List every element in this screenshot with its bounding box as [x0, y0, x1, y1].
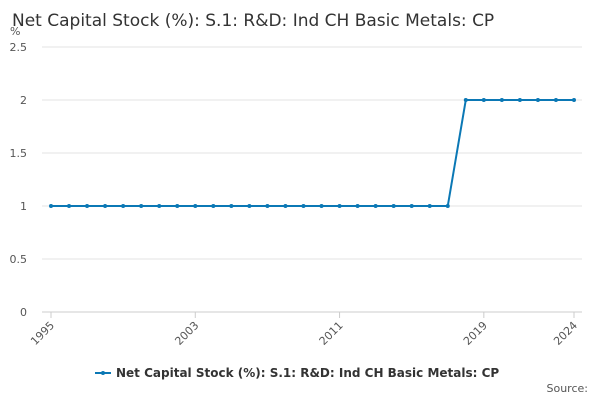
point	[265, 204, 270, 208]
chart-title: Net Capital Stock (%): S.1: R&D: Ind CH …	[12, 11, 494, 31]
point	[175, 204, 180, 208]
point	[427, 204, 432, 208]
legend-swatch-dot	[101, 371, 105, 375]
point	[67, 204, 72, 208]
point	[481, 98, 486, 102]
point	[463, 98, 468, 102]
point	[85, 204, 90, 208]
point	[229, 204, 234, 208]
point	[247, 204, 252, 208]
point	[121, 204, 126, 208]
point	[391, 204, 396, 208]
point	[211, 204, 216, 208]
point	[49, 204, 53, 208]
source: Source:	[547, 382, 589, 395]
point	[499, 98, 504, 102]
point	[337, 204, 342, 208]
point	[355, 204, 360, 208]
line	[51, 99, 574, 207]
point	[103, 204, 108, 208]
point	[193, 204, 198, 208]
x-tick-label: 2011	[317, 319, 346, 348]
x-tick-label: 2024	[551, 319, 580, 348]
y-tick-label: 1.5	[10, 147, 28, 160]
x-tick-label: 2003	[172, 319, 201, 348]
point	[517, 98, 522, 102]
point	[373, 204, 378, 208]
point	[283, 204, 288, 208]
point	[301, 204, 306, 208]
y-tick-label: 0	[20, 306, 27, 319]
y-tick-label: 2.5	[10, 41, 28, 54]
y-tick-label: 0.5	[10, 253, 28, 266]
x-tick-label: 2019	[461, 319, 490, 348]
point	[139, 204, 144, 208]
y-tick-label: 1	[20, 200, 27, 213]
point	[157, 204, 162, 208]
point	[553, 98, 558, 102]
y-unit: %	[10, 25, 20, 38]
legend-label: Net Capital Stock (%): S.1: R&D: Ind CH …	[116, 366, 499, 380]
point	[572, 98, 576, 102]
point	[409, 204, 414, 208]
point	[535, 98, 540, 102]
point	[319, 204, 324, 208]
x-tick-label: 1995	[28, 319, 57, 348]
point	[445, 204, 450, 208]
y-tick-label: 2	[20, 94, 27, 107]
